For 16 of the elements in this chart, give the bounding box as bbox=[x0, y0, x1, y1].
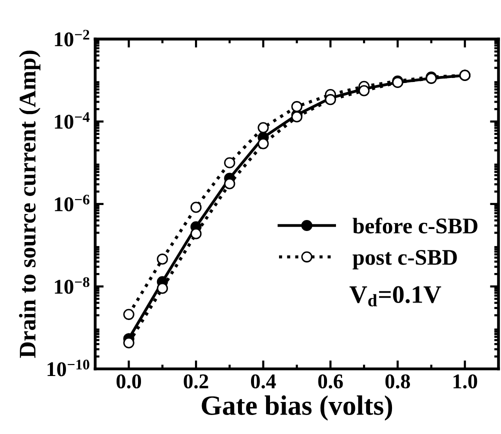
y-tick-label: 10$^{−4}$ bbox=[54, 112, 90, 129]
x-tick-label: 1.0 bbox=[454, 374, 478, 389]
x-tick-label: 0.6 bbox=[318, 374, 343, 389]
y-tick-label: 10$^{−10}$ bbox=[48, 360, 90, 376]
x-tick-label: 0.4 bbox=[251, 374, 276, 389]
x-tick-label: 0.0 bbox=[116, 374, 142, 389]
x-axis-title: Gate bias (volts) bbox=[202, 395, 392, 421]
y-tick-label: 10$^{−2}$ bbox=[54, 30, 90, 46]
y-tick-label: 10$^{−8}$ bbox=[54, 277, 90, 294]
legend-label: post c-SBD bbox=[352, 250, 457, 270]
legend-label: before c-SBD bbox=[352, 218, 478, 234]
annotation: V$_{d}$=0.1V bbox=[350, 286, 442, 306]
y-axis-title: Drain to source current (Amp) bbox=[18, 50, 40, 358]
y-tick-label: 10$^{−6}$ bbox=[54, 194, 90, 212]
x-tick-label: 0.2 bbox=[184, 374, 208, 389]
x-tick-label: 0.8 bbox=[385, 374, 410, 389]
